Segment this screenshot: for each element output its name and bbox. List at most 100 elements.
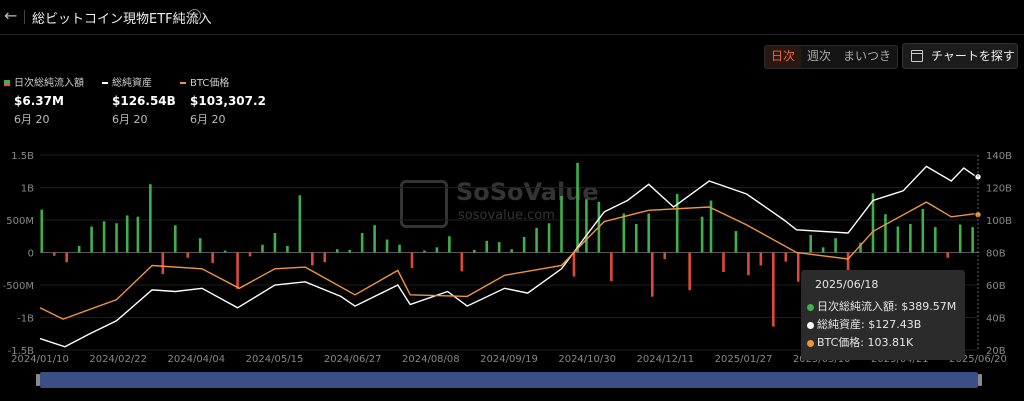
flow-bar	[846, 252, 850, 274]
net-assets-line	[39, 165, 979, 348]
legend-swatch-inflow	[4, 80, 10, 86]
info-icon[interactable]: i	[188, 9, 201, 22]
flow-bar	[622, 213, 626, 253]
flow-bar	[547, 223, 551, 253]
flow-bar	[647, 213, 651, 253]
flow-bar	[896, 226, 900, 253]
flow-bar	[149, 184, 152, 253]
back-arrow-icon[interactable]: ←	[4, 6, 18, 25]
flow-bar	[497, 242, 501, 253]
flow-bar	[273, 233, 277, 253]
btc-price-line	[39, 201, 979, 320]
tooltip-dot-btc	[807, 339, 814, 347]
flow-bar	[560, 195, 563, 253]
flow-bar	[834, 238, 837, 253]
legend-date-assets: 6月 20	[112, 113, 148, 126]
flow-bar	[688, 252, 691, 291]
x-tick-label: 2024/09/19	[480, 354, 538, 365]
y-left-tick-label: 500M	[6, 216, 34, 227]
x-tick-label: 2024/12/11	[637, 354, 695, 365]
legend-item-assets[interactable]: 総純資産	[102, 74, 152, 89]
chart-svg[interactable]: 1.5B 1B 500M 0 -500M -1B -1.5B 140B 120B 100B 80B 6…	[0, 140, 1024, 401]
flow-bar	[576, 162, 579, 253]
flow-bar	[40, 209, 44, 253]
tab-monthly[interactable]: まいつき	[843, 49, 892, 63]
flow-bar	[958, 224, 962, 253]
flow-bar	[311, 252, 314, 266]
tooltip-row-btc: BTC価格: 103.81K	[807, 334, 913, 350]
find-chart-label: チャートを探す	[931, 49, 1015, 63]
tooltip-date: 2025/06/18	[815, 278, 879, 291]
legend-label-inflow: 日次総純流入額	[14, 78, 84, 89]
flow-bar	[410, 252, 414, 269]
header-divider	[24, 10, 25, 24]
flow-bar	[675, 194, 679, 253]
y-right-tick-label: 80B	[986, 249, 1006, 260]
flow-bar	[722, 252, 725, 272]
legend-value-inflow: $6.37M	[14, 94, 64, 108]
y-left-tick-label: -1.5B	[8, 346, 35, 357]
flow-bar	[921, 208, 925, 253]
flow-bar	[535, 227, 538, 253]
chart-tooltip: 2025/06/18 日次総純流入額: $389.57M 総純資産: $127.…	[801, 270, 965, 360]
tooltip-label-inflow: 日次総純流入額:	[817, 300, 898, 313]
legend-label-btc: BTC価格	[190, 78, 230, 89]
flow-bar	[784, 252, 788, 262]
tooltip-dot-inflow	[807, 303, 814, 311]
x-tick-label: 2024/08/08	[402, 354, 460, 365]
flow-bar	[186, 252, 190, 258]
tooltip-dot-assets	[807, 321, 814, 329]
flow-bar	[65, 252, 68, 263]
legend-item-btc[interactable]: BTC価格	[180, 74, 229, 89]
flow-bar	[385, 239, 389, 253]
flow-bar	[298, 195, 302, 253]
tooltip-label-assets: 総純資産:	[817, 318, 865, 331]
x-tick-label: 2024/06/27	[324, 354, 382, 365]
y-left-tick-label: -1B	[17, 314, 34, 325]
flow-bar	[485, 240, 489, 253]
flow-bar	[286, 246, 289, 253]
flow-bar	[261, 244, 264, 253]
flow-bar	[52, 252, 56, 256]
find-chart-button[interactable]: チャートを探す	[902, 43, 1018, 69]
legend-label-assets: 総純資産	[112, 78, 152, 89]
tab-weekly[interactable]: 週次	[807, 49, 832, 63]
legend-swatch-assets	[102, 82, 108, 84]
tooltip-label-btc: BTC価格:	[817, 336, 865, 349]
y-right-tick-label: 120B	[986, 184, 1012, 195]
header-divider-line	[0, 34, 1024, 35]
x-tick-label: 2025/06/20	[949, 354, 1007, 365]
x-tick-label: 2024/01/10	[11, 354, 69, 365]
flow-bar	[650, 252, 654, 297]
tooltip-value-btc: 103.81K	[867, 336, 914, 349]
flow-bar	[77, 246, 81, 253]
flow-bar	[460, 252, 464, 272]
flow-bar	[211, 252, 214, 263]
flow-bar	[348, 249, 352, 253]
legend-item-inflow[interactable]: 日次総純流入額	[4, 74, 84, 89]
tab-daily[interactable]: 日次	[765, 46, 802, 68]
flow-bar	[472, 249, 476, 253]
y-left-tick-label: 1.5B	[11, 151, 34, 162]
flow-bar	[236, 252, 239, 289]
y-right-tick-label: 40B	[986, 314, 1006, 325]
flow-bar	[198, 238, 202, 253]
x-tick-label: 2024/10/30	[558, 354, 616, 365]
flow-bar	[522, 236, 526, 253]
navigator-handle-right	[978, 374, 982, 386]
flow-bar	[223, 250, 227, 253]
y-left-tick-label: 0	[28, 249, 34, 260]
calendar-icon	[911, 50, 923, 62]
flow-bar	[173, 225, 177, 253]
flow-bar	[90, 226, 93, 253]
flow-bar	[747, 252, 750, 276]
legend-value-btc: $103,307.2	[190, 94, 266, 108]
header: ← 総ビットコイン現物ETF純流入 i	[0, 0, 1024, 34]
flow-bar	[423, 250, 426, 253]
flow-bar	[435, 247, 439, 253]
flow-bar	[821, 247, 825, 253]
watermark-logo-icon	[400, 180, 448, 228]
flow-bar	[610, 252, 613, 282]
y-right-tick-label: 60B	[986, 281, 1006, 292]
legend-date-inflow: 6月 20	[14, 113, 50, 126]
